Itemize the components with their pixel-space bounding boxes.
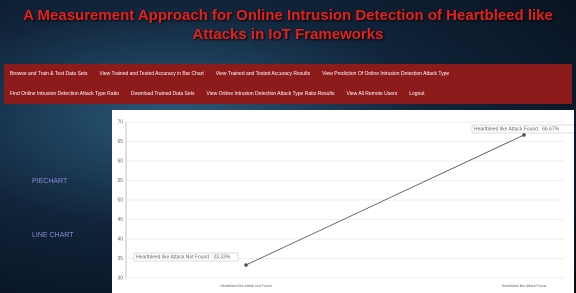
nav-link[interactable]: View Trained and Tested Accuracy Results: [216, 71, 310, 77]
nav-link[interactable]: Logout: [409, 91, 424, 97]
nav-link[interactable]: View Prediction Of Online Intrusion Dete…: [322, 71, 449, 77]
y-tick-label: 60: [117, 158, 123, 164]
point: [522, 133, 526, 137]
chart: 30 35 40 45 50 55 60 65 70 Heartbleed like Attack…: [112, 110, 574, 293]
page-title: A Measurement Approach for Online Intrus…: [0, 6, 576, 44]
nav-link[interactable]: Download Trained Data Sets: [131, 91, 195, 97]
nav-row: Find Online Intrusion Detection Attack T…: [4, 84, 572, 104]
y-tick-label: 65: [117, 139, 123, 145]
nav-link[interactable]: Find Online Intrusion Detection Attack T…: [10, 91, 119, 97]
data-label: Heartbleed like Attack Found : 66.67%: [474, 126, 560, 132]
screen: A Measurement Approach for Online Intrus…: [0, 0, 576, 293]
y-tick-label: 50: [117, 197, 123, 203]
data-label: Heartbleed like Attack Not Found : 33.33…: [136, 254, 231, 260]
side-link[interactable]: PIECHART: [32, 178, 67, 185]
point: [244, 263, 248, 267]
x-tick-label: Heartbleed like Attack Not Found: [220, 284, 271, 288]
y-tick-label: 70: [117, 119, 123, 125]
nav-link[interactable]: View Online Intrusion Detection Attack T…: [207, 91, 335, 97]
y-tick-label: 40: [117, 236, 123, 242]
x-tick-label: Heartbleed like Attack Found: [502, 284, 547, 288]
y-tick-label: 30: [117, 275, 123, 281]
y-tick-label: 35: [117, 256, 123, 262]
y-tick-label: 55: [117, 178, 123, 184]
nav-link[interactable]: View Trained and Tested Accuracy in Bar …: [99, 71, 203, 77]
y-tick-label: 45: [117, 217, 123, 223]
nav-link[interactable]: View All Remote Users: [346, 91, 397, 97]
nav-bar: Browse and Train & Test Data Sets View Tr…: [4, 64, 572, 104]
side-link[interactable]: LINE CHART: [32, 232, 74, 239]
chart-panel: 30 35 40 45 50 55 60 65 70 Heartbleed like Attack…: [112, 110, 574, 293]
nav-link[interactable]: Browse and Train & Test Data Sets: [10, 71, 87, 77]
nav-row: Browse and Train & Test Data Sets View Tr…: [4, 64, 572, 84]
